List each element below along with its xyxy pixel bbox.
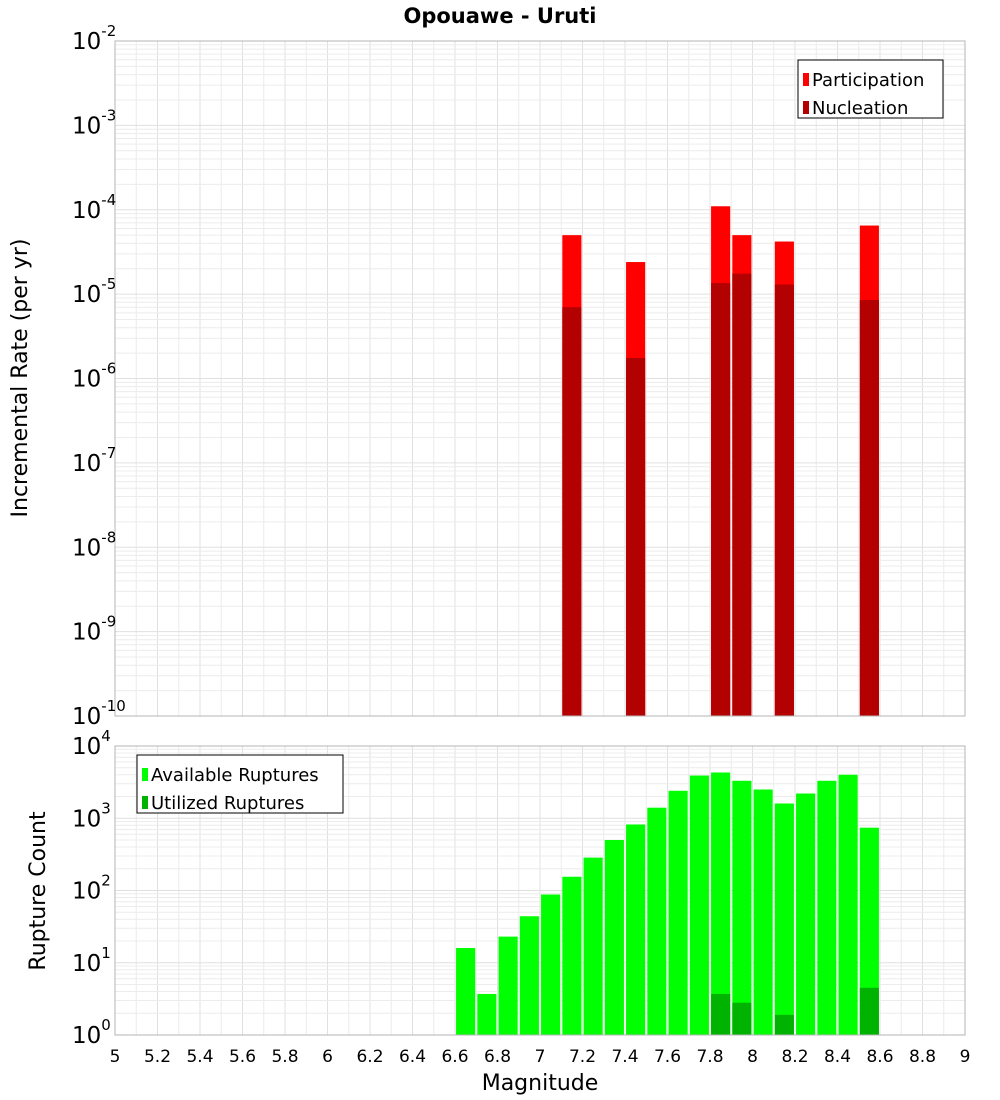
- legend-label: Utilized Ruptures: [151, 793, 304, 814]
- bar-available-ruptures: [604, 839, 624, 1035]
- bar-available-ruptures: [817, 780, 837, 1035]
- x-tick-label: 8.8: [909, 1047, 936, 1067]
- bar-available-ruptures: [541, 894, 561, 1035]
- legend-swatch: [142, 768, 148, 781]
- legend-label: Participation: [812, 70, 924, 91]
- rate-plot-frame: [114, 40, 966, 717]
- count-panel: 100 101 102 103 104 5 5.2 5.4 5.6 5.8 6 6.2 6.4 6.6 6…: [26, 727, 970, 1096]
- bar-nucleation: [732, 273, 752, 716]
- bar-available-ruptures: [732, 780, 752, 1035]
- chart-title: Opouawe - Uruti: [403, 4, 596, 28]
- x-tick-label: 5: [110, 1047, 121, 1067]
- bar-nucleation: [859, 300, 879, 716]
- legend-swatch: [803, 101, 809, 114]
- x-tick-label: 8: [747, 1047, 758, 1067]
- y-tick-label: 100: [72, 1016, 111, 1049]
- x-tick-label: 5.6: [229, 1047, 256, 1067]
- bar-nucleation: [711, 283, 731, 716]
- y-tick-label: 10-8: [72, 528, 116, 561]
- x-tick-label: 8.4: [824, 1047, 851, 1067]
- bar-available-ruptures: [498, 936, 518, 1035]
- y-tick-label: 10-7: [72, 444, 116, 477]
- x-axis-label: Magnitude: [482, 1071, 599, 1096]
- x-tick-label: 8.6: [866, 1047, 893, 1067]
- bar-nucleation: [774, 284, 794, 716]
- y-tick-label: 103: [72, 799, 111, 832]
- bar-available-ruptures: [753, 789, 773, 1035]
- bar-available-ruptures: [626, 824, 646, 1035]
- bar-nucleation: [562, 307, 582, 716]
- count-plot-frame: [114, 745, 966, 1036]
- x-tick-label: 5.8: [271, 1047, 298, 1067]
- x-tick-label: 6.6: [441, 1047, 468, 1067]
- x-tick-label: 7.2: [569, 1047, 596, 1067]
- bar-available-ruptures: [838, 774, 858, 1035]
- legend-label: Nucleation: [812, 98, 908, 119]
- x-tick-label: 8.2: [781, 1047, 808, 1067]
- bar-utilized-ruptures: [859, 987, 879, 1035]
- bar-available-ruptures: [796, 793, 816, 1035]
- bar-available-ruptures: [774, 803, 794, 1035]
- rate-y-axis-label: Incremental Rate (per yr): [8, 239, 33, 518]
- y-tick-label: 104: [72, 727, 111, 760]
- bar-available-ruptures: [647, 807, 667, 1035]
- magnitude-x-tick-labels: 5 5.2 5.4 5.6 5.8 6 6.2 6.4 6.6 6.8 7 7.2 7.4 7.6 7.8 8…: [110, 1047, 971, 1067]
- bar-utilized-ruptures: [711, 993, 731, 1035]
- count-y-tick-labels: 100 101 102 103 104: [72, 727, 111, 1049]
- x-tick-label: 7.6: [654, 1047, 681, 1067]
- rate-legend: Participation Nucleation: [797, 59, 944, 119]
- x-tick-label: 7.8: [696, 1047, 723, 1067]
- y-tick-label: 101: [72, 944, 111, 977]
- y-tick-label: 10-2: [72, 22, 116, 55]
- y-tick-label: 10-9: [72, 613, 116, 646]
- bar-utilized-ruptures: [774, 1014, 794, 1035]
- x-tick-label: 7: [535, 1047, 546, 1067]
- bar-available-ruptures: [456, 948, 476, 1035]
- bar-nucleation: [626, 357, 646, 716]
- y-tick-label: 10-5: [72, 275, 116, 308]
- x-tick-label: 6.8: [484, 1047, 511, 1067]
- legend-box: [136, 754, 344, 814]
- x-tick-label: 6: [322, 1047, 333, 1067]
- x-tick-label: 5.4: [186, 1047, 213, 1067]
- legend-swatch: [142, 796, 148, 809]
- bar-available-ruptures: [689, 775, 709, 1035]
- y-tick-label: 10-10: [72, 697, 126, 730]
- bar-available-ruptures: [711, 772, 731, 1035]
- x-tick-label: 6.4: [399, 1047, 426, 1067]
- bar-available-ruptures: [562, 876, 582, 1035]
- count-legend: Available Ruptures Utilized Ruptures: [136, 754, 344, 814]
- legend-label: Available Ruptures: [151, 765, 319, 786]
- y-tick-label: 10-4: [72, 191, 116, 224]
- rate-panel: 10-10 10-9 10-8 10-7 10-6 10-5 10-4 10-3 10-2 In…: [8, 22, 966, 730]
- count-y-axis-label: Rupture Count: [26, 811, 51, 971]
- x-tick-label: 7.4: [611, 1047, 638, 1067]
- x-tick-label: 6.2: [356, 1047, 383, 1067]
- bar-available-ruptures: [583, 857, 603, 1035]
- rate-bars: [562, 206, 879, 717]
- bar-available-ruptures: [519, 916, 539, 1035]
- bar-available-ruptures: [859, 827, 879, 1035]
- rate-y-tick-labels: 10-10 10-9 10-8 10-7 10-6 10-5 10-4 10-3 10-2: [72, 22, 126, 730]
- rate-gridlines: [115, 41, 965, 716]
- x-tick-label: 5.2: [144, 1047, 171, 1067]
- count-bars: [456, 772, 879, 1035]
- bar-available-ruptures: [477, 993, 497, 1035]
- x-tick-label: 9: [960, 1047, 971, 1067]
- y-tick-label: 10-6: [72, 360, 116, 393]
- y-tick-label: 102: [72, 872, 111, 905]
- bar-utilized-ruptures: [732, 1002, 752, 1035]
- y-tick-label: 10-3: [72, 106, 116, 139]
- legend-swatch: [803, 73, 809, 86]
- bar-available-ruptures: [668, 790, 688, 1035]
- legend-box: [797, 59, 944, 119]
